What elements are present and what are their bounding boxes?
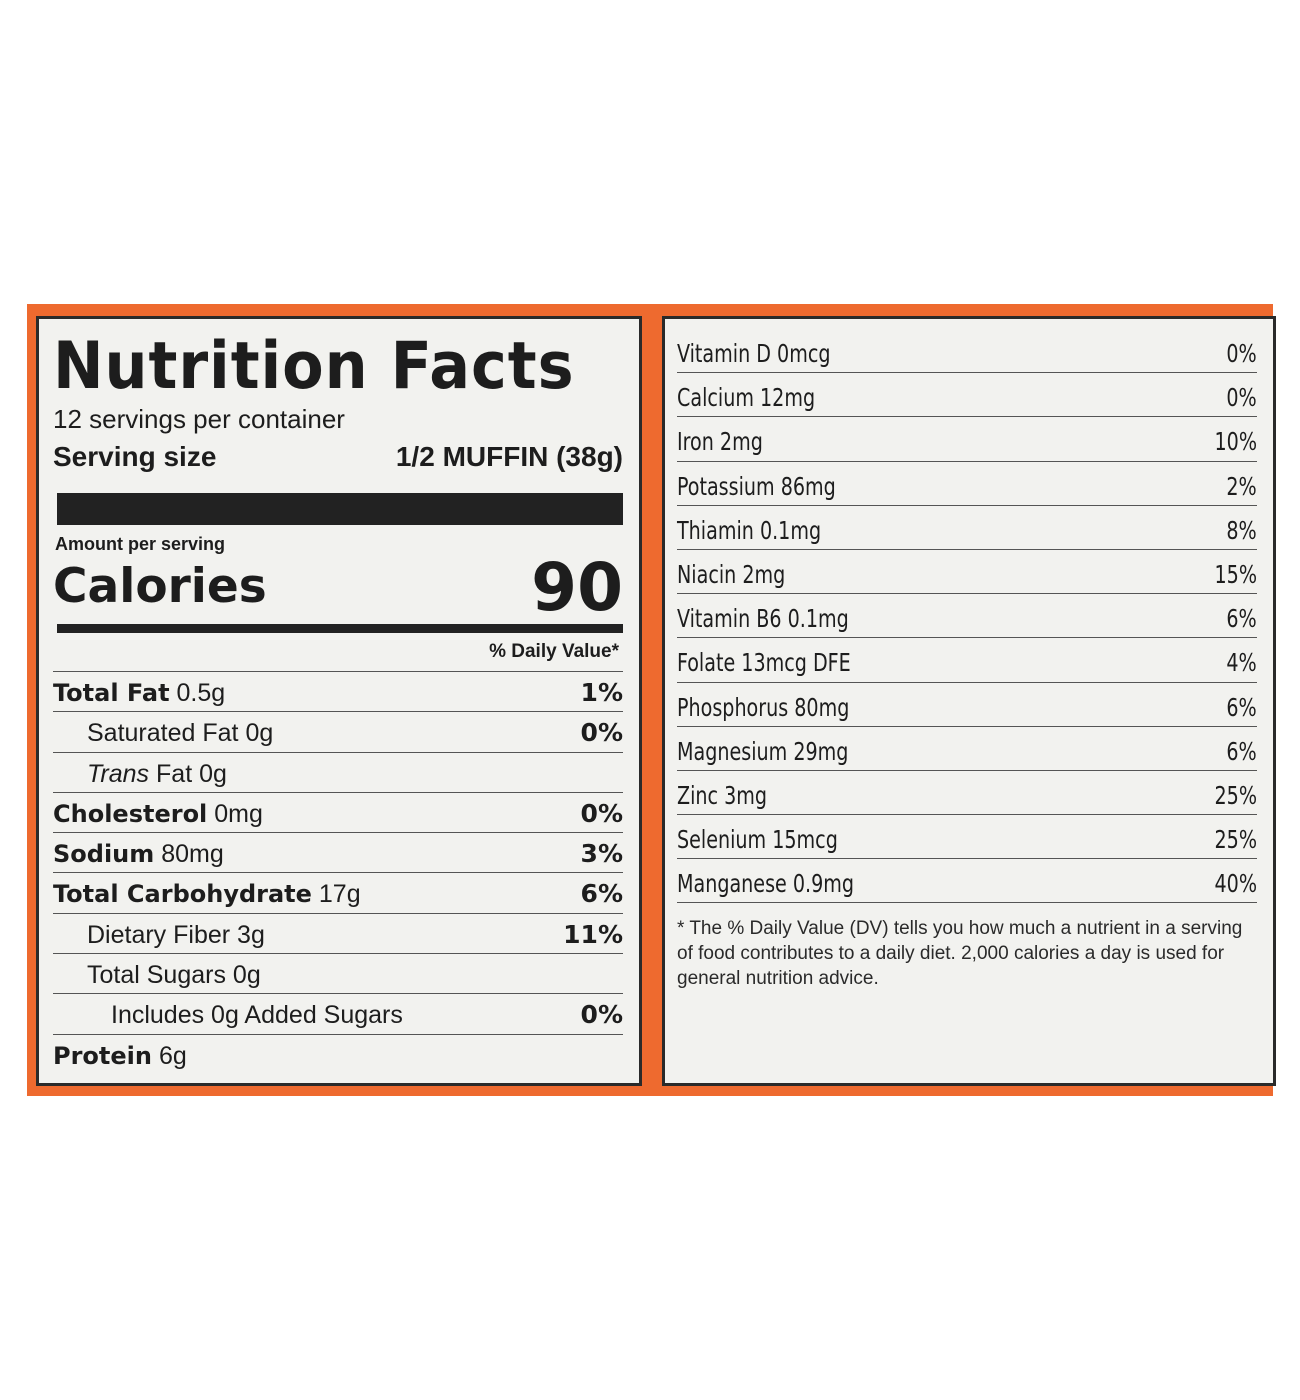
vitamin-dv: 0% <box>1226 339 1257 368</box>
nutrient-name: Includes 0g Added Sugars <box>111 1001 403 1030</box>
vitamin-name: Vitamin D 0mcg <box>677 339 831 368</box>
vitamin-row: Phosphorus 80mg 6% <box>677 683 1257 727</box>
vitamin-name: Niacin 2mg <box>677 559 786 589</box>
vitamin-name: Magnesium 29mg <box>677 736 849 766</box>
thick-divider <box>57 493 623 525</box>
vitamin-dv: 8% <box>1226 515 1257 545</box>
nutrient-name: Trans <box>87 759 150 788</box>
nutrient-row: Includes 0g Added Sugars 0% <box>53 993 623 1033</box>
vitamin-name: Selenium 15mcg <box>677 825 838 855</box>
nutrient-row: Protein 6g <box>53 1033 623 1074</box>
vitamins-minerals-panel: Vitamin D 0mcg 0% Calcium 12mg 0% Iron 2mg… <box>662 316 1276 1086</box>
vitamin-dv: 6% <box>1226 692 1257 722</box>
nutrient-name: Total Sugars <box>87 961 226 990</box>
nutrient-dv: 11% <box>563 919 623 949</box>
vitamin-row: Niacin 2mg 15% <box>677 550 1258 595</box>
servings-per-container: 12 servings per container <box>53 404 345 434</box>
nutrient-dv: 0% <box>580 798 623 828</box>
vitamin-row: Thiamin 0.1mg 8% <box>677 506 1257 550</box>
daily-value-footnote: * The % Daily Value (DV) tells you how m… <box>677 918 1243 989</box>
nutrient-row: Dietary Fiber 3g 11% <box>53 912 623 953</box>
nutrient-row: Total Carbohydrate 17g 6% <box>53 872 623 912</box>
nutrient-name: Saturated Fat <box>87 719 239 748</box>
vitamin-dv: 6% <box>1226 736 1257 766</box>
vitamin-row: Selenium 15mcg 25% <box>677 815 1258 860</box>
nutrient-amount: 80mg <box>161 840 224 869</box>
nutrient-amount: 17g <box>318 880 361 909</box>
vitamin-name: Vitamin B6 0.1mg <box>677 604 849 634</box>
vitamin-name: Manganese 0.9mg <box>677 869 855 899</box>
nutrient-name: Total Fat <box>53 679 170 707</box>
nutrient-row: Sodium 80mg 3% <box>53 832 623 872</box>
vitamin-name: Calcium 12mg <box>677 383 816 413</box>
nutrient-dv: 6% <box>580 879 623 909</box>
calories-row: Calories 90 <box>53 549 623 626</box>
vitamin-name: Phosphorus 80mg <box>677 692 850 722</box>
nutrient-row: Saturated Fat 0g 0% <box>53 711 623 751</box>
nutrient-amount: 0mg <box>214 799 263 828</box>
serving-size-value: 1/2 MUFFIN (38g) <box>395 441 623 472</box>
nutrient-amount: 3g <box>237 920 265 949</box>
vitamin-dv: 6% <box>1226 604 1257 634</box>
nutrient-amount: 0.5g <box>176 679 226 707</box>
vitamin-row: Iron 2mg 10% <box>677 417 1258 462</box>
nutrient-dv: 1% <box>580 678 623 707</box>
nutrition-facts-title: Nutrition Facts <box>53 329 575 404</box>
serving-size-label: Serving size <box>53 441 217 472</box>
nutrient-row: Trans Fat 0g <box>53 751 623 792</box>
vitamin-row: Vitamin D 0mcg 0% <box>677 329 1257 374</box>
vitamin-row: Magnesium 29mg 6% <box>677 727 1257 771</box>
nutrient-dv: 0% <box>580 1000 623 1030</box>
daily-value-header: % Daily Value* <box>489 641 619 662</box>
calories-label: Calories <box>53 559 267 614</box>
calories-value: 90 <box>531 549 623 626</box>
vitamin-list: Vitamin D 0mcg 0% Calcium 12mg 0% Iron 2mg… <box>677 329 1258 904</box>
medium-divider <box>57 624 623 633</box>
nutrient-dv: 3% <box>580 839 623 869</box>
nutrient-amount: 6g <box>158 1041 187 1070</box>
vitamin-name: Thiamin 0.1mg <box>677 515 822 545</box>
serving-size-row: Serving size 1/2 MUFFIN (38g) <box>53 441 623 477</box>
vitamin-dv: 0% <box>1226 383 1257 413</box>
nutrient-name: Sodium <box>53 840 155 869</box>
vitamin-name: Iron 2mg <box>677 427 763 457</box>
vitamin-dv: 2% <box>1226 471 1257 501</box>
nutrient-name: Protein <box>53 1041 152 1070</box>
vitamin-dv: 4% <box>1226 648 1257 678</box>
nutrient-row: Total Fat 0.5g 1% <box>53 671 623 711</box>
vitamin-dv: 10% <box>1214 427 1258 457</box>
vitamin-dv: 40% <box>1214 869 1258 899</box>
vitamin-row: Zinc 3mg 25% <box>677 771 1258 816</box>
nutrient-name: Total Carbohydrate <box>53 880 312 909</box>
nutrient-name: Cholesterol <box>53 799 208 828</box>
vitamin-name: Potassium 86mg <box>677 471 836 501</box>
vitamin-name: Zinc 3mg <box>677 780 768 810</box>
nutrient-amount: 0g <box>245 719 274 748</box>
nutrient-list: Total Fat 0.5g 1% Saturated Fat 0g 0% Tr… <box>53 671 623 1074</box>
nutrient-row: Cholesterol 0mg 0% <box>53 791 623 832</box>
nutrition-facts-panel: Nutrition Facts 12 servings per containe… <box>36 316 642 1086</box>
nutrient-amount: Fat 0g <box>156 759 227 788</box>
nutrient-row: Total Sugars 0g <box>53 953 623 993</box>
vitamin-dv: 25% <box>1214 825 1258 855</box>
vitamin-row: Folate 13mcg DFE 4% <box>677 638 1257 683</box>
vitamin-row: Manganese 0.9mg 40% <box>677 859 1258 904</box>
vitamin-row: Vitamin B6 0.1mg 6% <box>677 594 1257 639</box>
nutrient-dv: 0% <box>580 718 623 748</box>
vitamin-row: Calcium 12mg 0% <box>677 373 1257 418</box>
vitamin-dv: 15% <box>1214 559 1258 589</box>
vitamin-dv: 25% <box>1214 780 1258 810</box>
vitamin-name: Folate 13mcg DFE <box>677 648 851 678</box>
amount-per-serving: Amount per serving <box>55 534 226 554</box>
vitamin-row: Potassium 86mg 2% <box>677 462 1257 506</box>
nutrient-amount: 0g <box>232 961 261 990</box>
nutrient-name: Dietary Fiber <box>87 920 231 949</box>
